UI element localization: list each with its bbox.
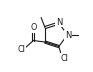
Text: Cl: Cl (18, 45, 26, 54)
Text: N: N (56, 18, 62, 27)
Text: Cl: Cl (60, 54, 68, 63)
Text: O: O (31, 23, 37, 32)
Text: N: N (65, 31, 71, 40)
